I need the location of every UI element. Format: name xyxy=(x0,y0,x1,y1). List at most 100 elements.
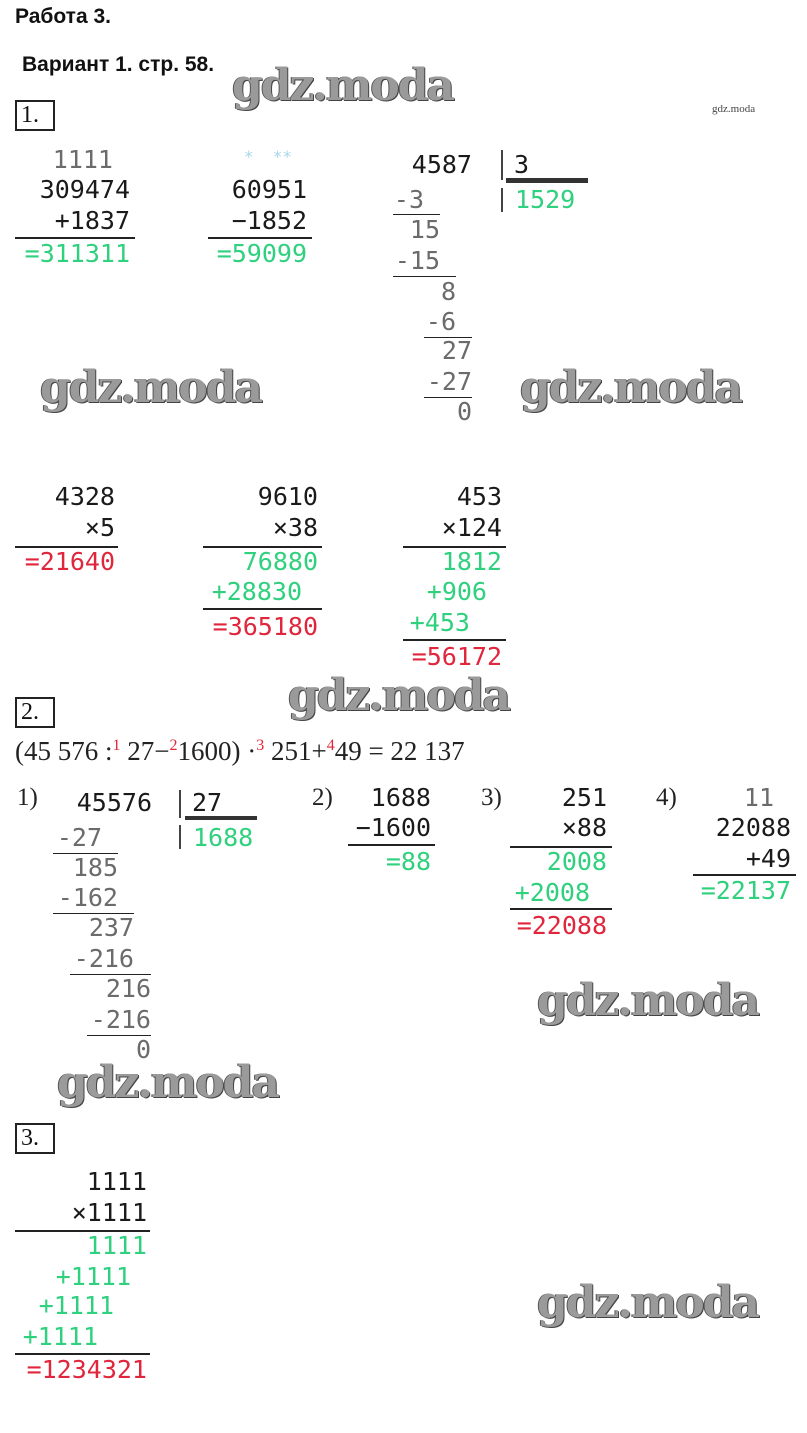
sum-result: =22137 xyxy=(700,876,791,905)
partial-product: +2008 xyxy=(514,878,590,907)
order-mark: 3 xyxy=(256,737,265,754)
divider-line xyxy=(70,974,151,975)
division-step: 8 xyxy=(440,277,456,306)
watermark-logo: gdz.moda xyxy=(57,1057,280,1108)
division-step: -15 xyxy=(394,246,440,275)
divider-line xyxy=(393,214,440,215)
divider-line xyxy=(203,608,322,610)
sum-result: =311311 xyxy=(24,239,130,268)
expr-part: 27− xyxy=(120,736,170,766)
quotient: 1529 xyxy=(515,185,576,214)
expr-part: 49 = 22 137 xyxy=(334,736,465,766)
divider-line xyxy=(424,337,472,338)
addend: +49 xyxy=(745,844,791,873)
divider-line xyxy=(15,546,118,548)
division-bar xyxy=(179,825,181,849)
factor: 1111 xyxy=(86,1167,147,1196)
order-mark: 1 xyxy=(112,737,121,754)
addend: 22088 xyxy=(715,813,791,842)
task-number-2: 2. xyxy=(15,697,55,728)
partial-product: 1111 xyxy=(86,1231,147,1260)
division-bar xyxy=(501,188,503,212)
division-step: -6 xyxy=(425,307,456,336)
product-result: =21640 xyxy=(24,547,115,576)
division-step: -27 xyxy=(426,367,472,396)
expr-part: (45 576 : xyxy=(15,736,113,766)
step-label: 3) xyxy=(481,784,502,811)
borrow-marks: * ** xyxy=(243,147,292,166)
task-number-3: 3. xyxy=(15,1123,55,1154)
expr-part: 251+ xyxy=(264,736,327,766)
watermark-logo: gdz.moda xyxy=(288,670,511,721)
addend: +1837 xyxy=(54,206,130,235)
divider-line xyxy=(510,846,612,848)
factor: ×38 xyxy=(272,513,318,542)
dividend: 4587 xyxy=(411,150,472,179)
factor: ×88 xyxy=(561,813,607,842)
subtrahend: −1852 xyxy=(231,206,307,235)
product-result: =365180 xyxy=(212,612,318,641)
division-step: 185 xyxy=(72,853,118,882)
quotient: 1688 xyxy=(193,823,254,852)
carry-digits: 11 xyxy=(743,783,774,812)
watermark-logo: gdz.moda xyxy=(537,1277,760,1328)
divider-line xyxy=(403,546,506,548)
divider-line xyxy=(87,1035,151,1036)
step-label: 2) xyxy=(312,784,333,811)
division-step: -216 xyxy=(90,1005,151,1034)
difference-result: =88 xyxy=(385,847,431,876)
divider-line xyxy=(53,853,118,854)
work-title: Работа 3. xyxy=(15,5,111,28)
minuend: 1688 xyxy=(370,783,431,812)
division-step: 27 xyxy=(441,336,472,365)
factor: 251 xyxy=(561,783,607,812)
division-step: -27 xyxy=(56,823,102,852)
divider-line xyxy=(53,913,134,914)
product-result: =56172 xyxy=(411,642,502,671)
addend: 309474 xyxy=(39,175,130,204)
expression: (45 576 :1 27−21600) ·3 251+449 = 22 137 xyxy=(15,736,465,767)
dividend: 45576 xyxy=(76,788,152,817)
watermark-logo: gdz.moda xyxy=(537,975,760,1026)
product-result: =22088 xyxy=(516,911,607,940)
divider-line xyxy=(203,546,322,548)
watermark-logo: gdz.moda xyxy=(232,60,455,111)
task-number-1: 1. xyxy=(15,100,55,131)
partial-product: 76880 xyxy=(242,547,318,576)
divisor: 27 xyxy=(192,788,223,817)
factor: ×124 xyxy=(441,513,502,542)
variant-title: Вариант 1. стр. 58. xyxy=(22,53,215,76)
difference-result: =59099 xyxy=(216,239,307,268)
carry-digits: 1111 xyxy=(52,145,113,174)
division-bar xyxy=(501,150,503,180)
divider-line xyxy=(693,874,796,876)
division-step: 0 xyxy=(456,397,472,426)
divider-line xyxy=(348,844,435,846)
division-step: 0 xyxy=(135,1035,151,1064)
divider-line xyxy=(403,639,506,641)
watermark-logo: gdz.moda xyxy=(40,362,263,413)
division-step: 216 xyxy=(105,974,151,1003)
product-result: =1234321 xyxy=(26,1355,147,1384)
divisor-line xyxy=(185,816,257,820)
order-mark: 4 xyxy=(326,737,335,754)
partial-product: +1111 xyxy=(22,1322,98,1351)
factor: 4328 xyxy=(54,482,115,511)
division-step: 237 xyxy=(88,913,134,942)
factor: ×1111 xyxy=(71,1198,147,1227)
factor: 9610 xyxy=(257,482,318,511)
division-bar xyxy=(179,790,181,818)
divider-line xyxy=(510,908,612,910)
step-label: 1) xyxy=(17,784,38,811)
division-step: -3 xyxy=(393,185,424,214)
partial-product: 1812 xyxy=(441,547,502,576)
division-step: -162 xyxy=(57,883,118,912)
divider-line xyxy=(208,237,312,239)
divider-line xyxy=(15,237,135,239)
subtrahend: −1600 xyxy=(355,813,431,842)
divider-line xyxy=(15,1353,150,1355)
expr-part: 1600) · xyxy=(177,736,257,766)
division-step: 15 xyxy=(409,215,440,244)
partial-product: +906 xyxy=(426,577,487,606)
partial-product: +453 xyxy=(409,608,470,637)
